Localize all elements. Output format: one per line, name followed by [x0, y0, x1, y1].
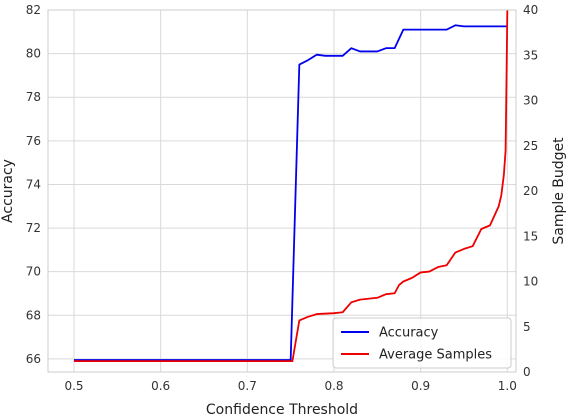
axes: 0.5 0.6 0.7 0.8 0.9 1.0 66 68 70 72 74 76 78 80 82 0 5 10… [26, 3, 539, 393]
y-right-tick-label: 30 [523, 94, 538, 108]
y-axis-left-label: Accuracy [0, 159, 16, 223]
y-right-tick-label: 20 [523, 184, 538, 198]
y-left-tick-label: 70 [26, 265, 41, 279]
legend: Accuracy Average Samples [332, 317, 512, 369]
y-left-tick-label: 76 [26, 134, 41, 148]
x-tick-label: 0.5 [64, 379, 83, 393]
y-right-tick-label: 10 [523, 275, 538, 289]
y-left-tick-label: 66 [26, 352, 41, 366]
x-tick-label: 0.7 [238, 379, 257, 393]
y-right-tick-label: 35 [523, 48, 538, 62]
legend-box [332, 317, 512, 369]
y-right-tick-label: 25 [523, 139, 538, 153]
y-left-tick-label: 80 [26, 47, 41, 61]
y-axis-right-label: Sample Budget [551, 137, 567, 245]
y-left-tick-label: 82 [26, 3, 41, 17]
y-right-tick-label: 15 [523, 229, 538, 243]
legend-label: Accuracy [379, 326, 439, 341]
y-right-tick-label: 0 [523, 365, 531, 379]
grid [48, 9, 516, 372]
x-axis-label: Confidence Threshold [206, 402, 358, 418]
y-left-tick-label: 78 [26, 90, 41, 104]
series-line-accuracy [74, 24, 508, 361]
x-tick-label: 0.9 [411, 379, 430, 393]
series-lines [74, 9, 509, 363]
legend-label: Average Samples [379, 348, 492, 363]
x-tick-label: 0.8 [324, 379, 343, 393]
series-line-average-samples [74, 9, 509, 363]
y-right-tick-label: 5 [523, 320, 531, 334]
plot-background [48, 10, 516, 372]
x-tick-label: 1.0 [498, 379, 517, 393]
y-left-tick-label: 72 [26, 221, 41, 235]
plot-frame [47, 9, 517, 373]
y-left-tick-label: 68 [26, 308, 41, 322]
x-tick-label: 0.6 [151, 379, 170, 393]
y-left-tick-label: 74 [26, 177, 41, 191]
y-right-tick-label: 40 [523, 3, 538, 17]
